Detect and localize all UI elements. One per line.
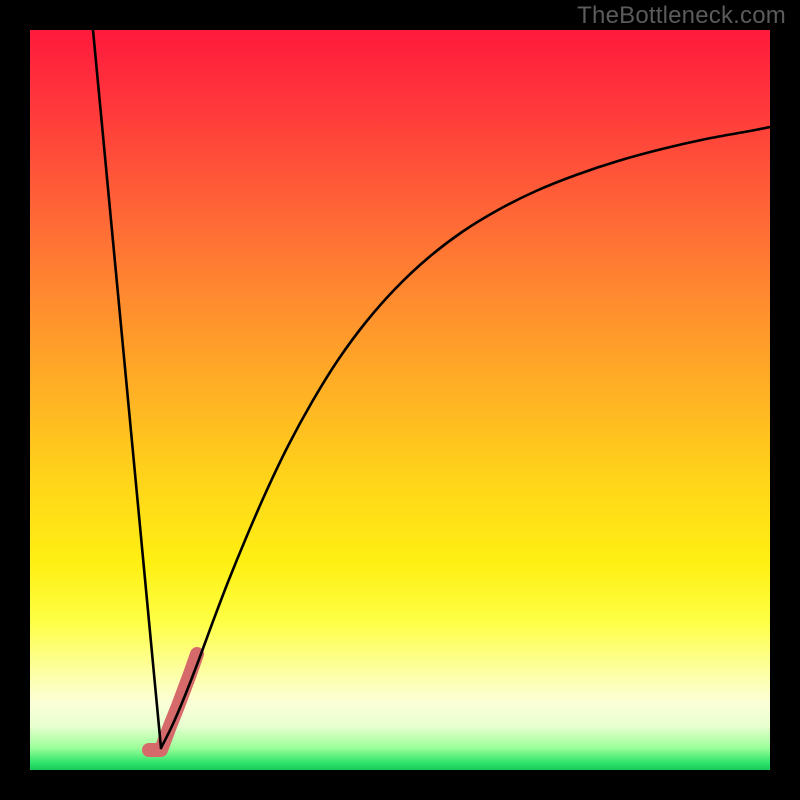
gradient-background [30, 30, 770, 770]
border-left [0, 0, 30, 800]
chart-frame: TheBottleneck.com [0, 0, 800, 800]
plot-area [30, 30, 770, 770]
watermark-text: TheBottleneck.com [577, 2, 786, 30]
border-bottom [0, 770, 800, 800]
border-right [770, 0, 800, 800]
